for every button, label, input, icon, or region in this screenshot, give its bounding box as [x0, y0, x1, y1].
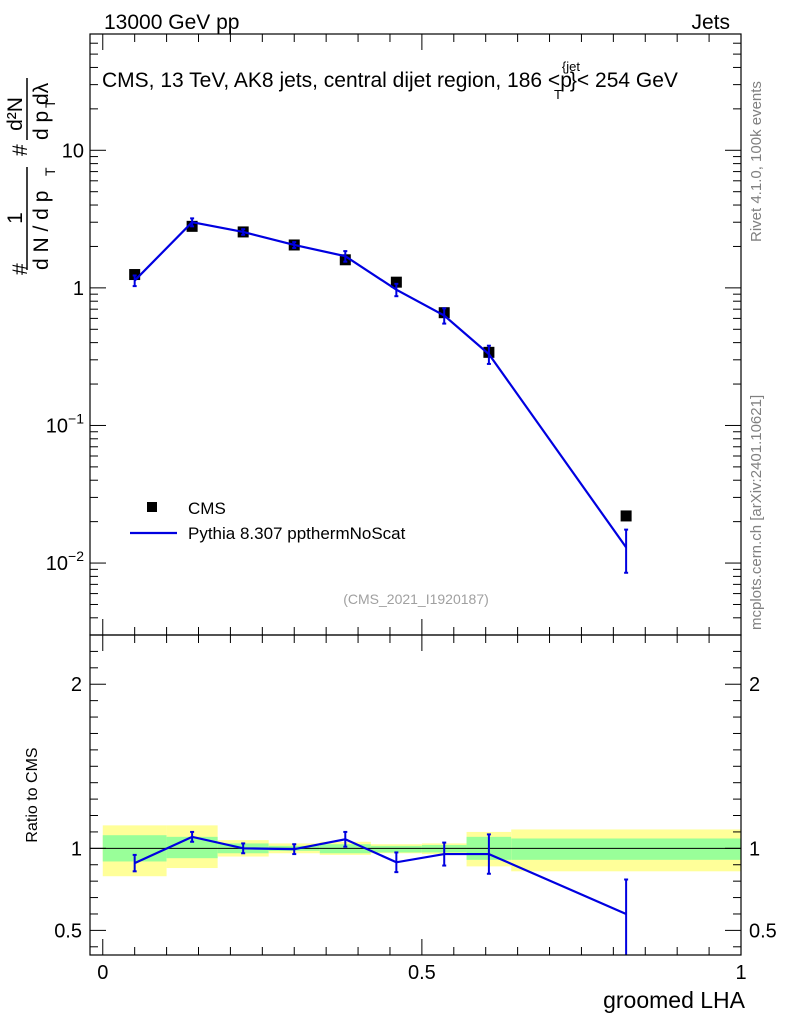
- main-plot-marks: [129, 217, 632, 574]
- title-suffix: }< 254 GeV: [570, 69, 678, 92]
- main-frame: [89, 33, 742, 636]
- legend-cms-label: CMS: [188, 499, 226, 518]
- ratio-ytick-label-l-1: 1: [71, 838, 82, 860]
- chart-title: CMS, 13 TeV, AK8 jets, central dijet reg…: [102, 59, 678, 102]
- xtick-label-2: 1: [735, 962, 746, 984]
- main-ytick-exp-0: −2: [68, 548, 84, 564]
- main-ytick-base-3: 10: [62, 140, 84, 162]
- title-sup: {jet: [562, 59, 580, 74]
- ylabel-hash-2: #: [9, 144, 32, 156]
- mcplots-label: mcplots.cern.ch [arXiv:2401.10621]: [748, 395, 765, 630]
- main-ytick-label-1: 10−1: [46, 410, 84, 437]
- ratio-band-inner-8: [511, 838, 741, 860]
- x-axis-label: groomed LHA: [603, 987, 746, 1013]
- ylabel-left-den: d N / d p: [30, 191, 53, 270]
- ratio-ytick-label-l-2: 2: [71, 674, 82, 696]
- ratio-ytick-label-r-2: 2: [749, 674, 760, 696]
- xtick-label-0: 0: [97, 962, 108, 984]
- cms-point-5: [390, 276, 402, 288]
- ylabel-hash-1: #: [9, 263, 32, 275]
- header-left: 13000 GeV pp: [104, 11, 239, 34]
- main-ytick-base-1: 10: [46, 415, 68, 437]
- main-ytick-label-2: 1: [73, 278, 84, 300]
- ylabel-left-sub: T: [42, 167, 58, 176]
- ratio-uncertainty-bands: [90, 825, 741, 877]
- ratio-y-label: Ratio to CMS: [24, 747, 41, 842]
- ratio-plot-marks: [132, 830, 629, 955]
- ratio-ytick-label-l-0: 0.5: [54, 920, 82, 942]
- ylabel-right-sub: T: [42, 99, 58, 108]
- legend: CMS Pythia 8.307 ppthermNoScat: [130, 499, 406, 543]
- cms-point-8: [620, 510, 632, 522]
- legend-cms-marker: [147, 502, 157, 512]
- ylabel-right-num: d²N: [4, 97, 27, 131]
- ratio-ytick-label-r-1: 1: [749, 838, 760, 860]
- main-ytick-label-0: 10−2: [46, 548, 84, 575]
- main-ytick-label-3: 10: [62, 140, 84, 162]
- title-prefix: CMS, 13 TeV, AK8 jets, central dijet reg…: [102, 69, 572, 92]
- main-ytick-base-2: 1: [73, 278, 84, 300]
- ylabel-right-den: d p dλ: [30, 82, 53, 140]
- main-y-label: # 1 d N / d p T # d²N d p dλ T: [4, 78, 58, 275]
- main-ytick-exp-1: −1: [68, 410, 84, 426]
- ratio-ytick-label-r-0: 0.5: [749, 920, 777, 942]
- analysis-watermark: (CMS_2021_I1920187): [343, 591, 489, 607]
- xtick-label-1: 0.5: [408, 962, 436, 984]
- rivet-label: Rivet 4.1.0, 100k events: [748, 81, 765, 242]
- title-sub: T: [554, 87, 562, 102]
- ratio-frame: [89, 634, 742, 956]
- ratio-band-inner-5: [370, 845, 422, 853]
- ylabel-one: 1: [4, 212, 27, 224]
- header-right: Jets: [691, 11, 730, 34]
- main-ytick-base-0: 10: [46, 553, 68, 575]
- legend-mc-label: Pythia 8.307 ppthermNoScat: [188, 524, 406, 543]
